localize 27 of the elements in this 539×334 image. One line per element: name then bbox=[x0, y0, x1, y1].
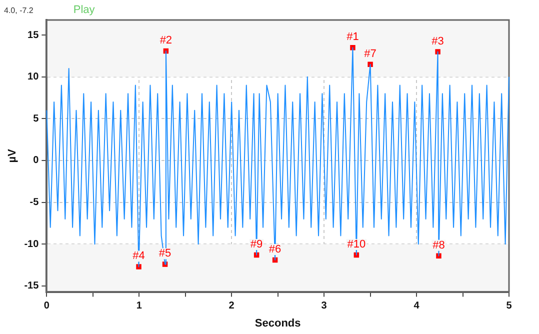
annotation: #4 bbox=[132, 250, 145, 262]
annotation: #10 bbox=[347, 238, 366, 251]
y-tick-label: -10 bbox=[24, 238, 40, 250]
y-tick-label: 0 bbox=[33, 155, 40, 166]
y-tick-label: 10 bbox=[28, 72, 40, 83]
annotation: #5 bbox=[158, 248, 172, 260]
x-tick-label: 1 bbox=[136, 300, 142, 312]
text: 4.0, -7.2 bbox=[4, 6, 34, 14]
y-tick-label: 15 bbox=[28, 30, 40, 41]
annotation: #8 bbox=[432, 239, 445, 252]
y-tick-label: 5 bbox=[33, 113, 40, 124]
annotation: #7 bbox=[364, 48, 376, 60]
x-tick-label: 5 bbox=[506, 300, 512, 312]
x-tick-label: 4 bbox=[414, 300, 420, 312]
x-tick-label: 2 bbox=[228, 300, 235, 312]
x-tick-label: 3 bbox=[321, 300, 328, 312]
y-tick-label: -15 bbox=[24, 280, 40, 292]
x-tick-label: 0 bbox=[44, 300, 50, 312]
x-axis-title: Seconds bbox=[254, 317, 301, 330]
y-tick-label: -5 bbox=[30, 197, 40, 208]
text: Play bbox=[73, 4, 95, 16]
annotation: #6 bbox=[268, 244, 282, 256]
annotation: #3 bbox=[432, 35, 444, 48]
annotation: #9 bbox=[250, 238, 263, 251]
annotation: #2 bbox=[160, 34, 172, 46]
annotation: #1 bbox=[346, 31, 359, 44]
y-axis-title: µV bbox=[6, 148, 19, 163]
